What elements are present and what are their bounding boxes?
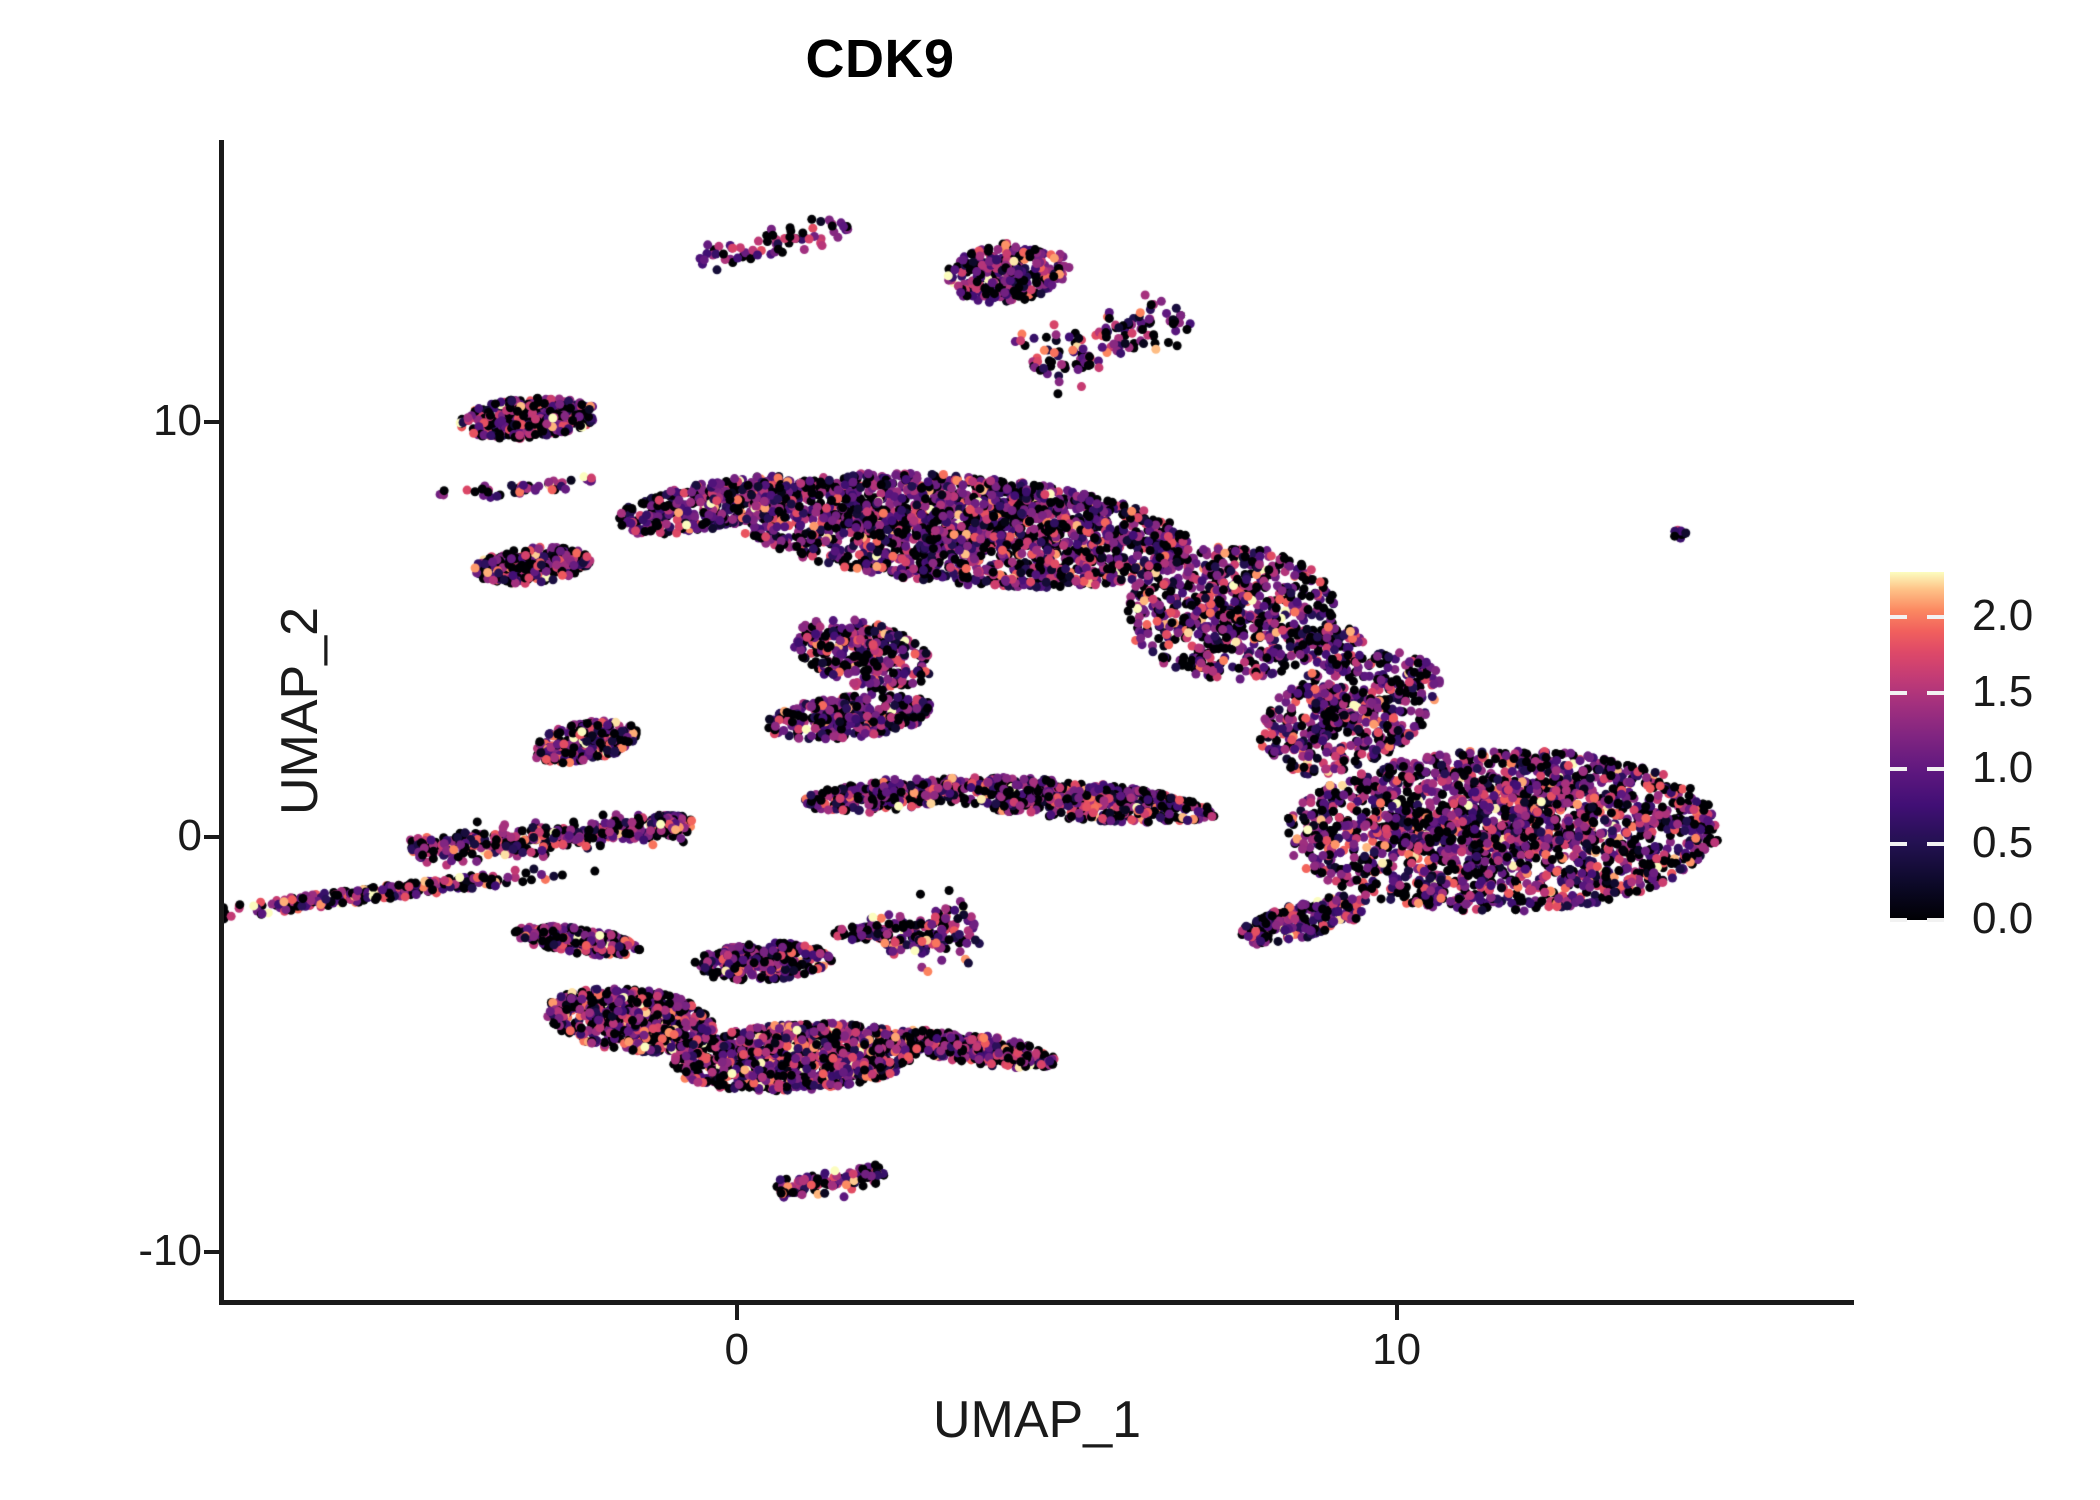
colorbar-tick [1890,842,1907,847]
colorbar-tick [1890,615,1907,620]
colorbar-gradient [1890,572,1944,920]
x-tick-mark [734,1305,739,1320]
x-tick-label: 10 [1372,1325,1422,1374]
colorbar-tick [1927,766,1944,771]
y-tick-label: -10 [138,1226,202,1276]
y-axis-title: UMAP_2 [271,606,329,816]
y-tick-mark [204,835,219,840]
page-title: CDK9 [805,29,955,89]
scatter-plot-canvas [222,140,1852,1302]
colorbar-tick [1927,918,1944,922]
colorbar-tick [1927,615,1944,620]
color-legend[interactable]: 0.0 0.5 1.0 1.5 2.0 [1890,572,2080,941]
colorbar-tick [1890,691,1907,696]
y-tick-mark [204,420,219,425]
plot-panel [222,140,1852,1302]
x-axis-line [219,1300,1854,1305]
colorbar-tick [1890,766,1907,771]
colorbar-tick [1927,842,1944,847]
colorbar-label: 0.5 [1972,818,2034,868]
x-axis-title: UMAP_1 [932,1391,1142,1449]
colorbar-label: 2.0 [1972,591,2034,641]
x-tick-mark [1394,1305,1399,1320]
colorbar-label: 1.0 [1972,742,2034,792]
y-tick-mark [204,1250,219,1255]
x-tick-label: 0 [724,1325,749,1374]
colorbar-label: 0.0 [1972,894,2034,943]
colorbar-label: 1.5 [1972,667,2034,717]
y-axis-line [219,140,224,1305]
y-tick-label: 0 [177,811,202,861]
colorbar-tick [1927,691,1944,696]
y-tick-label: 10 [153,396,202,446]
colorbar-tick [1890,918,1907,922]
